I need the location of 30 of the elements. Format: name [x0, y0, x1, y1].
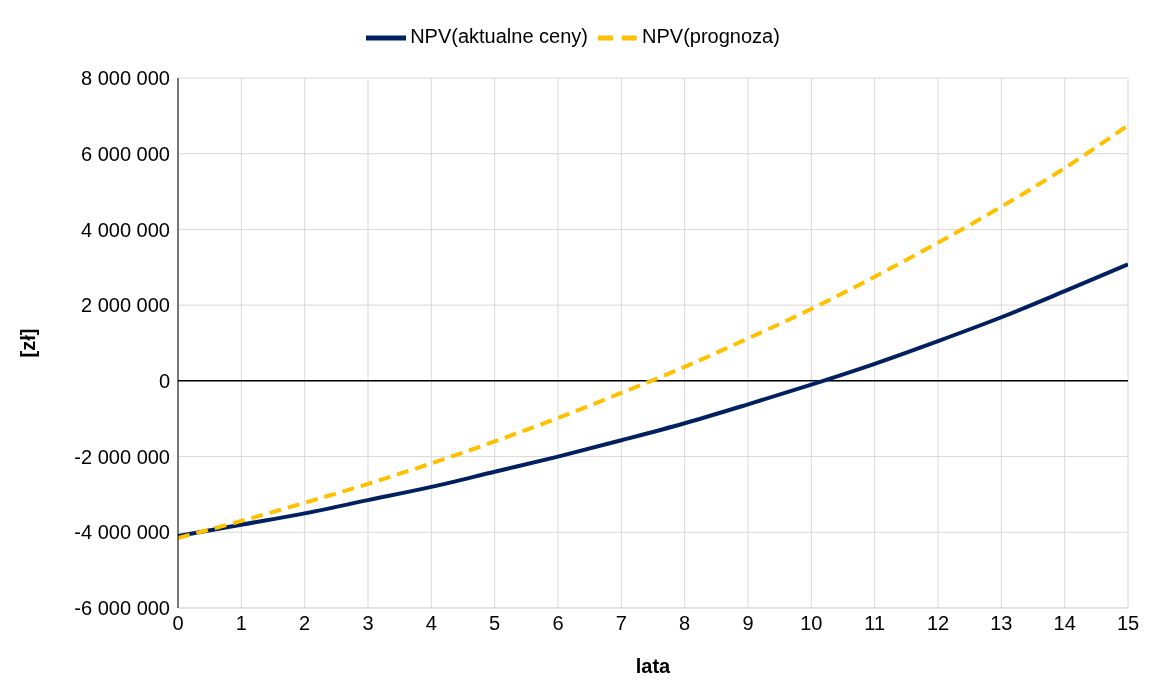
x-tick-label: 8 [679, 612, 691, 635]
y-tick-label: 0 [158, 369, 170, 392]
y-tick-label: -4 000 000 [74, 521, 170, 544]
x-tick-label: 1 [235, 612, 247, 635]
x-axis-title: lata [635, 655, 672, 677]
x-tick-label: 9 [742, 612, 754, 635]
y-tick-label: 8 000 000 [81, 67, 170, 90]
x-tick-label: 14 [1053, 612, 1076, 635]
y-tick-label: 2 000 000 [81, 294, 170, 317]
x-tick-label: 15 [1116, 612, 1140, 635]
x-tick-label: 6 [552, 612, 564, 635]
y-tick-label: -6 000 000 [74, 597, 170, 620]
legend-label: NPV(prognoza) [642, 25, 780, 48]
y-tick-label: 6 000 000 [81, 142, 170, 165]
x-tick-label: 12 [926, 612, 950, 635]
line-series [178, 262, 1128, 539]
legend-label: NPV(aktualne ceny) [410, 25, 589, 48]
x-tick-label: 10 [800, 612, 823, 635]
x-tick-label: 2 [299, 612, 311, 635]
x-tick-label: 7 [615, 612, 627, 635]
x-tick-label: 0 [172, 612, 184, 635]
x-tick-label: 4 [425, 612, 437, 635]
x-tick-label: 3 [362, 612, 374, 635]
x-tick-label: 13 [990, 612, 1013, 635]
y-tick-label: -2 000 000 [74, 445, 170, 468]
y-tick-label: 4 000 000 [81, 218, 170, 241]
y-axis-title: [zł] [17, 328, 40, 358]
x-tick-label: 11 [864, 612, 886, 635]
line-series [178, 123, 1128, 540]
x-tick-label: 5 [489, 612, 501, 635]
